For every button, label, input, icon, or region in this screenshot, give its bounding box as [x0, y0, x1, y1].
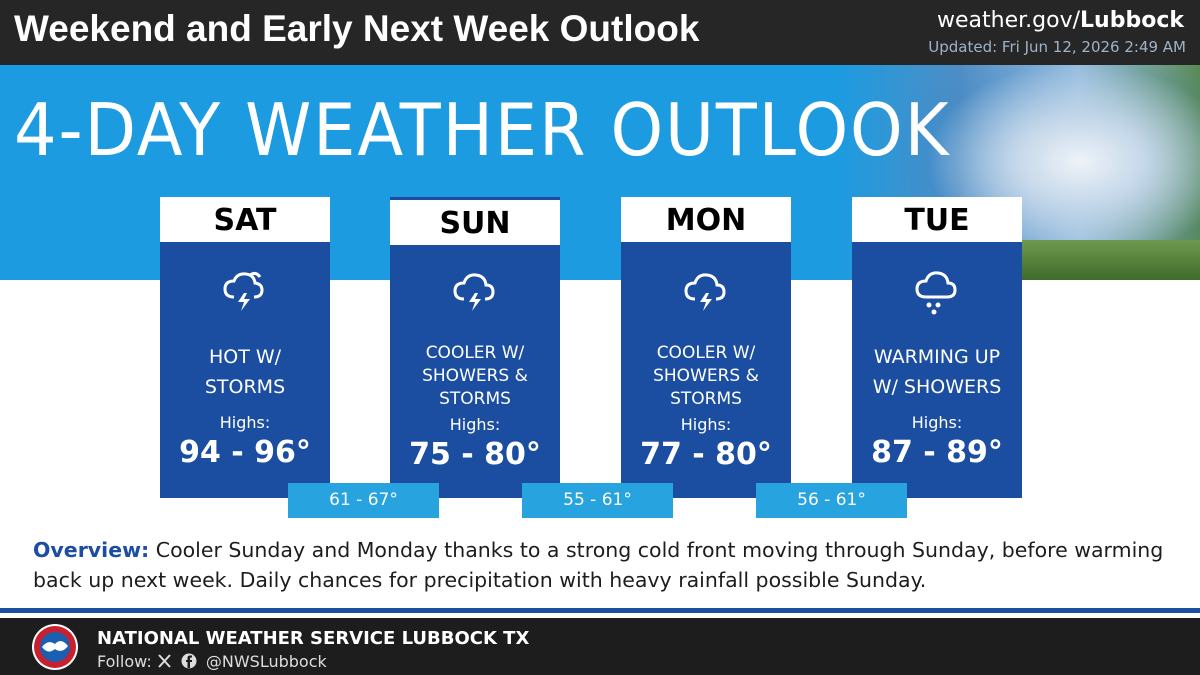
footer-follow: Follow: @NWSLubbock	[97, 652, 327, 671]
page-title: Weekend and Early Next Week Outlook	[14, 8, 700, 49]
banner-title: 4-DAY WEATHER OUTLOOK	[14, 88, 951, 172]
day-card: SAT HOT W/STORMS Highs: 94 - 96°	[160, 197, 330, 498]
highs-value: 77 - 80°	[640, 437, 772, 472]
day-name: SUN	[390, 200, 560, 245]
weather-icon	[684, 273, 726, 311]
condition-line: HOT W/	[208, 346, 282, 368]
condition-line: STORMS	[204, 376, 286, 398]
highs-label: Highs:	[219, 413, 271, 432]
social-icons	[158, 653, 197, 669]
highs-value: 94 - 96°	[179, 435, 311, 470]
condition-line: SHOWERS &	[422, 366, 528, 386]
condition-line: COOLER W/	[656, 343, 756, 363]
overview-label: Overview:	[33, 538, 150, 562]
weather-icon	[915, 271, 957, 315]
low-range: 61 - 67°	[288, 483, 439, 518]
weather-icon	[453, 273, 495, 311]
footer-org: NATIONAL WEATHER SERVICE LUBBOCK TX	[97, 628, 530, 649]
nws-logo	[32, 624, 78, 670]
highs-label: Highs:	[680, 415, 732, 434]
day-name: MON	[621, 197, 791, 242]
day-name: TUE	[852, 197, 1022, 242]
updated-time: Updated: Fri Jun 12, 2026 2:49 AM	[928, 38, 1186, 56]
day-card: MON COOLER W/SHOWERS & STORMS Highs: 77 - 80…	[621, 197, 791, 498]
site-name: Lubbock	[1080, 8, 1184, 33]
low-range: 56 - 61°	[756, 483, 907, 518]
follow-handle: @NWSLubbock	[205, 652, 327, 671]
condition-line: SHOWERS &	[653, 366, 759, 386]
condition-line: WARMING UP	[873, 346, 1001, 368]
condition-line: COOLER W/	[425, 343, 525, 363]
divider	[0, 608, 1200, 613]
header-bar	[0, 0, 1200, 65]
day-card: SUN COOLER W/SHOWERS & STORMS Highs: 75 - 80…	[390, 197, 560, 498]
weather-icon	[223, 271, 264, 311]
day-card: TUE WARMING UP W/ SHOWERS Highs: 87 - 89°	[852, 197, 1022, 498]
day-name: SAT	[160, 197, 330, 242]
footer-bar	[0, 618, 1200, 675]
site-prefix: weather.gov/	[937, 8, 1081, 33]
follow-label: Follow:	[97, 652, 152, 671]
highs-value: 87 - 89°	[871, 435, 1003, 470]
condition-line: STORMS	[439, 389, 511, 409]
highs-label: Highs:	[449, 415, 501, 434]
condition-line: STORMS	[670, 389, 742, 409]
site-link: weather.gov/Lubbock	[937, 8, 1184, 33]
highs-value: 75 - 80°	[409, 437, 541, 472]
overview: Overview: Cooler Sunday and Monday thank…	[33, 535, 1183, 595]
condition-line: W/ SHOWERS	[872, 376, 1002, 398]
overview-text: Cooler Sunday and Monday thanks to a str…	[33, 538, 1164, 592]
highs-label: Highs:	[911, 413, 963, 432]
low-range: 55 - 61°	[522, 483, 673, 518]
